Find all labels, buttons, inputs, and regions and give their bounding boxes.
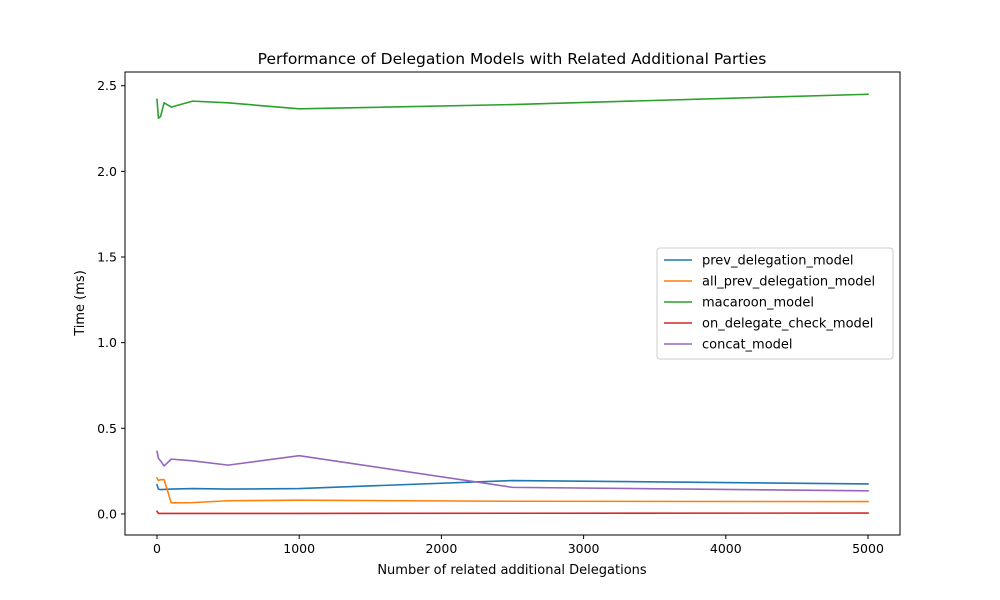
y-tick-label: 1.0	[97, 335, 117, 350]
x-tick-label: 4000	[710, 541, 742, 556]
series-line-on-delegate-check-model	[155, 510, 869, 515]
y-axis-label: Time (ms)	[73, 270, 88, 337]
legend-label-macaroon-model: macaroon_model	[702, 296, 814, 311]
y-tick-label: 2.0	[97, 164, 117, 179]
x-tick-label: 1000	[283, 541, 315, 556]
axes-frame	[124, 71, 901, 536]
x-tick-label: 2000	[425, 541, 457, 556]
series-line-concat-model	[156, 450, 869, 492]
plot-area	[155, 93, 869, 515]
chart-title: Performance of Delegation Models with Re…	[258, 50, 767, 68]
y-tick-label: 1.5	[97, 249, 117, 264]
legend-label-on-delegate-check-model: on_delegate_check_model	[702, 317, 873, 332]
x-tick-label: 5000	[852, 541, 884, 556]
y-tick-label: 0.5	[97, 421, 117, 436]
series-line-prev-delegation-model	[155, 479, 869, 491]
x-tick-label: 3000	[568, 541, 600, 556]
axes: 0 1000 2000 3000 4000 5000 0.0 0.5 1.0 1.5 2.0 2.5	[97, 71, 901, 556]
y-tick-label: 2.5	[97, 78, 117, 93]
y-tick-label: 0.0	[97, 506, 117, 521]
series-line-all-prev-delegation-model	[155, 476, 869, 504]
legend-label-all-prev-delegation-model: all_prev_delegation_model	[702, 275, 875, 290]
x-axis-label: Number of related additional Delegations	[377, 563, 647, 578]
series-line-macaroon-model	[156, 93, 869, 120]
x-tick-label: 0	[153, 541, 161, 556]
legend-label-prev-delegation-model: prev_delegation_model	[702, 254, 853, 269]
legend: prev_delegation_model all_prev_delegation…	[656, 247, 894, 360]
legend-box	[656, 247, 894, 360]
legend-label-concat-model: concat_model	[702, 338, 793, 353]
